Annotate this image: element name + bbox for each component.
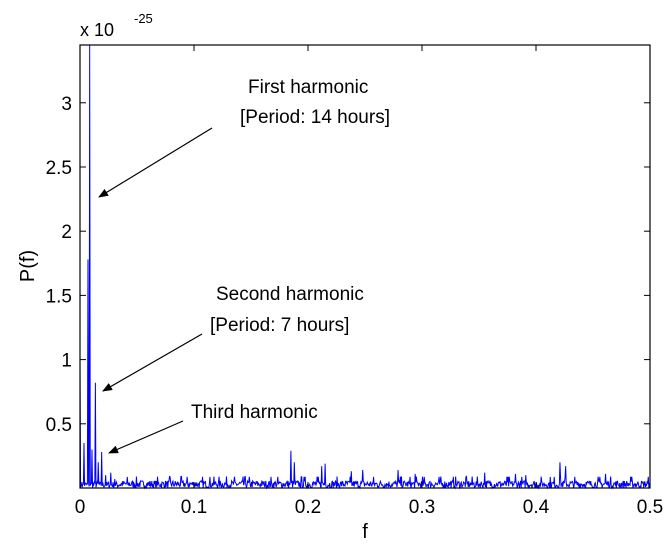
annotation-second-harmonic-line2: [Period: 7 hours] <box>210 315 349 336</box>
y-axis-label: P(f) <box>17 250 39 282</box>
spectrum-series-line <box>79 44 651 490</box>
x-axis-label: f <box>362 521 368 543</box>
x-tick-label-3: 0.3 <box>409 497 435 518</box>
plot-frame <box>79 44 651 489</box>
tick-layer: 0 0.1 0.2 0.3 0.4 0.5 0.5 1 1.5 2 2.5 3 <box>46 45 663 518</box>
annotation-third-harmonic-arrow <box>108 420 184 454</box>
annotation-first-harmonic: First harmonic [Period: 14 hours] <box>98 77 390 198</box>
y-tick-label-0: 0.5 <box>46 415 72 436</box>
x-tick-label-1: 0.1 <box>181 497 207 518</box>
x-tick-label-2: 0.2 <box>295 497 321 518</box>
annotation-third-harmonic: Third harmonic <box>108 402 318 454</box>
y-tick-label-2: 1.5 <box>46 286 72 307</box>
annotation-second-harmonic: Second harmonic [Period: 7 hours] <box>102 284 364 392</box>
x-tick-label-5: 0.5 <box>637 497 663 518</box>
annotation-second-harmonic-arrow <box>102 333 203 392</box>
y-tick-label-1: 1 <box>61 351 72 372</box>
y-tick-label-4: 2.5 <box>46 158 72 179</box>
annotation-first-harmonic-line2: [Period: 14 hours] <box>240 107 390 128</box>
y-multiplier-base: x 10 <box>80 20 114 40</box>
plot-area <box>80 45 650 488</box>
x-tick-label-4: 0.4 <box>523 497 550 518</box>
y-multiplier: x 10 -25 <box>80 11 153 40</box>
annotation-third-harmonic-line1: Third harmonic <box>191 402 318 423</box>
annotation-first-harmonic-line1: First harmonic <box>248 77 368 98</box>
y-tick-label-5: 3 <box>61 94 72 115</box>
y-tick-label-3: 2 <box>61 222 72 243</box>
y-multiplier-exponent: -25 <box>134 11 153 26</box>
annotation-second-harmonic-line1: Second harmonic <box>216 284 364 305</box>
annotation-first-harmonic-arrow <box>98 127 213 198</box>
x-tick-label-0: 0 <box>75 497 86 518</box>
